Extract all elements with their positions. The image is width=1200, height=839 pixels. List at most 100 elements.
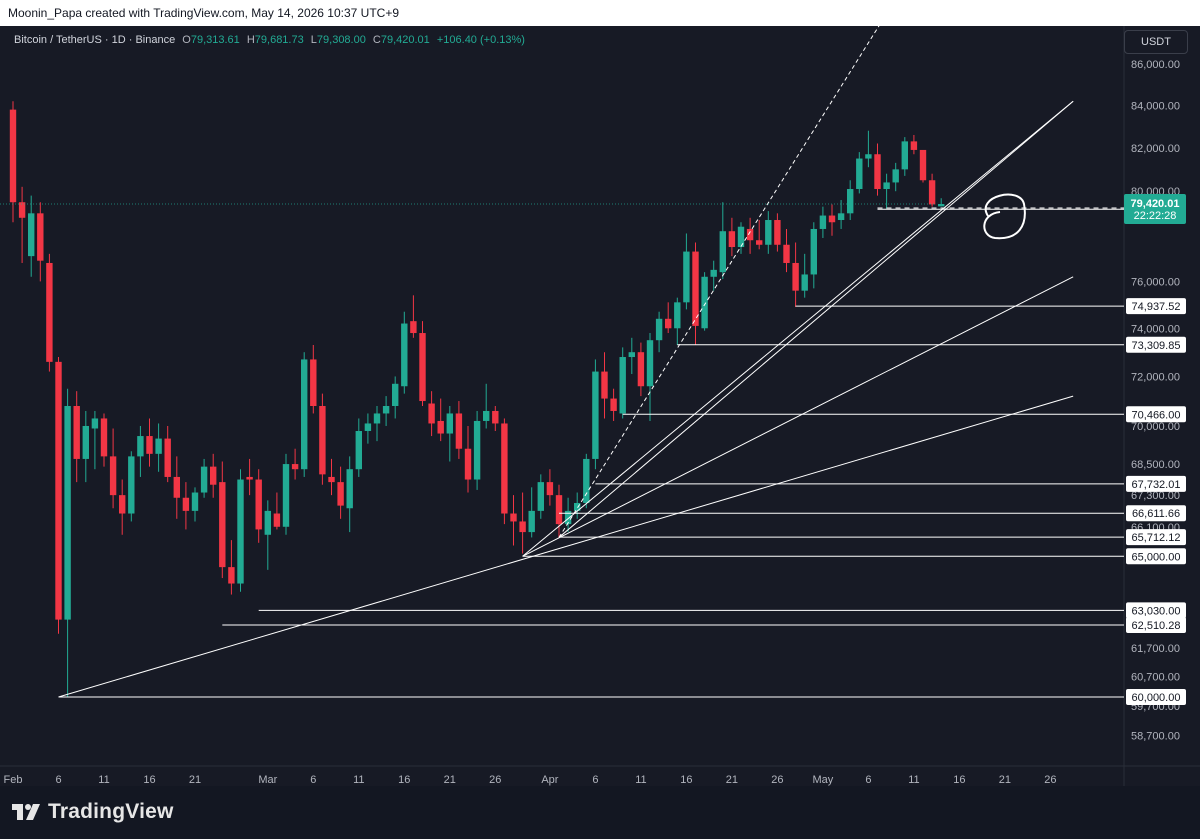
x-tick-label: 21	[726, 774, 738, 786]
price-label-box	[1126, 529, 1186, 546]
candle-up	[837, 213, 845, 221]
candle-down	[73, 405, 80, 459]
candle-up	[473, 420, 481, 480]
candle-up	[892, 169, 899, 183]
candle-down	[173, 476, 180, 498]
y-tick-label: 76,000.00	[1131, 276, 1180, 288]
trendline-dashed	[558, 26, 880, 538]
price-label-text: 66,611.66	[1132, 508, 1180, 520]
candle-up	[128, 456, 135, 514]
y-tick-label: 86,000.00	[1131, 59, 1180, 71]
brand-name: TradingView	[48, 800, 174, 823]
candle-up	[537, 482, 544, 511]
candle-up	[628, 352, 635, 358]
y-tick-label: 82,000.00	[1131, 143, 1180, 155]
candle-up	[392, 383, 399, 406]
candle-down	[109, 456, 117, 496]
price-label-text: 65,712.12	[1132, 532, 1181, 544]
symbol-name[interactable]: Bitcoin / TetherUS · 1D · Binance	[14, 34, 176, 46]
candle-down	[46, 262, 53, 362]
price-label-box	[1126, 505, 1186, 522]
candle-down	[273, 513, 281, 527]
y-tick-label: 68,500.00	[1131, 459, 1180, 471]
y-tick-label: 61,700.00	[1131, 643, 1180, 655]
candle-up	[364, 423, 372, 432]
candle-up	[765, 220, 772, 245]
candle-down	[255, 479, 262, 530]
candle-up	[64, 405, 71, 620]
candle-down	[492, 410, 499, 424]
price-label-box	[1126, 406, 1186, 423]
y-tick-label: 70,000.00	[1131, 421, 1180, 433]
x-tick-label: 6	[592, 774, 598, 786]
candle-up	[801, 274, 808, 291]
candle-down	[728, 231, 736, 248]
candle-up	[847, 189, 854, 214]
current-price-box	[1124, 194, 1186, 224]
candle-down	[665, 318, 672, 329]
x-tick-label: 6	[865, 774, 871, 786]
price-label-text: 74,937.52	[1132, 301, 1181, 313]
candle-up	[191, 492, 199, 511]
x-tick-label: 6	[55, 774, 61, 786]
trendline	[522, 100, 1074, 557]
candle-up	[674, 302, 681, 329]
candle-down	[246, 476, 253, 480]
symbol-legend: Bitcoin / TetherUS · 1D · Binance O79,31…	[14, 34, 525, 46]
candle-up	[82, 425, 89, 459]
candle-up	[819, 215, 827, 229]
candle-down	[428, 403, 435, 424]
candle-up	[301, 359, 308, 470]
candle-down	[228, 567, 235, 584]
candle-up	[28, 213, 35, 257]
candle-down	[546, 482, 554, 496]
candle-up	[200, 466, 208, 493]
x-tick-label: 16	[143, 774, 155, 786]
x-tick-label: 11	[98, 774, 109, 786]
y-tick-label: 72,000.00	[1131, 371, 1180, 383]
footer	[0, 786, 1200, 839]
x-tick-label: 16	[953, 774, 965, 786]
candle-down	[210, 466, 217, 485]
price-chart[interactable]: 86,000.0084,000.0082,000.0080,000.0076,0…	[0, 26, 1200, 786]
candle-down	[910, 141, 918, 150]
candle-down	[219, 482, 226, 568]
candle-up	[446, 413, 453, 434]
x-tick-label: 26	[1044, 774, 1056, 786]
candle-down	[919, 149, 927, 181]
candle-up	[883, 182, 890, 190]
candle-down	[828, 215, 836, 223]
x-tick-label: Feb	[4, 774, 23, 786]
candle-down	[119, 495, 126, 514]
x-tick-label: 21	[999, 774, 1011, 786]
price-label-text: 62,510.28	[1132, 620, 1181, 632]
candle-down	[419, 333, 426, 402]
tradingview-logo[interactable]: TradingView	[12, 800, 174, 824]
candle-down	[519, 521, 526, 533]
candle-up	[483, 410, 490, 421]
ohlc-open: O79,313.61	[182, 34, 240, 46]
chart-panel[interactable]	[0, 26, 1200, 786]
price-label-box	[1126, 336, 1186, 353]
x-tick-label: 16	[680, 774, 692, 786]
candle-up	[856, 158, 863, 190]
candle-up	[901, 141, 908, 170]
candle-up	[346, 469, 353, 509]
tradingview-icon	[12, 804, 40, 820]
candle-down	[746, 228, 754, 241]
candle-down	[501, 423, 508, 514]
bar-countdown: 22:22:28	[1134, 210, 1177, 222]
y-tick-label: 58,700.00	[1131, 731, 1180, 743]
x-tick-label: 21	[189, 774, 201, 786]
x-tick-label: Mar	[258, 774, 277, 786]
price-label-box	[1126, 602, 1186, 619]
currency-button[interactable]: USDT	[1124, 30, 1188, 54]
attribution-bar: Moonin_Papa created with TradingView.com…	[0, 0, 1200, 26]
candle-down	[328, 476, 335, 483]
candle-up	[592, 371, 599, 459]
candle-down	[164, 438, 171, 477]
candle-down	[455, 413, 463, 449]
candle-up	[528, 510, 535, 533]
candle-up	[865, 154, 872, 159]
x-tick-label: 16	[398, 774, 410, 786]
